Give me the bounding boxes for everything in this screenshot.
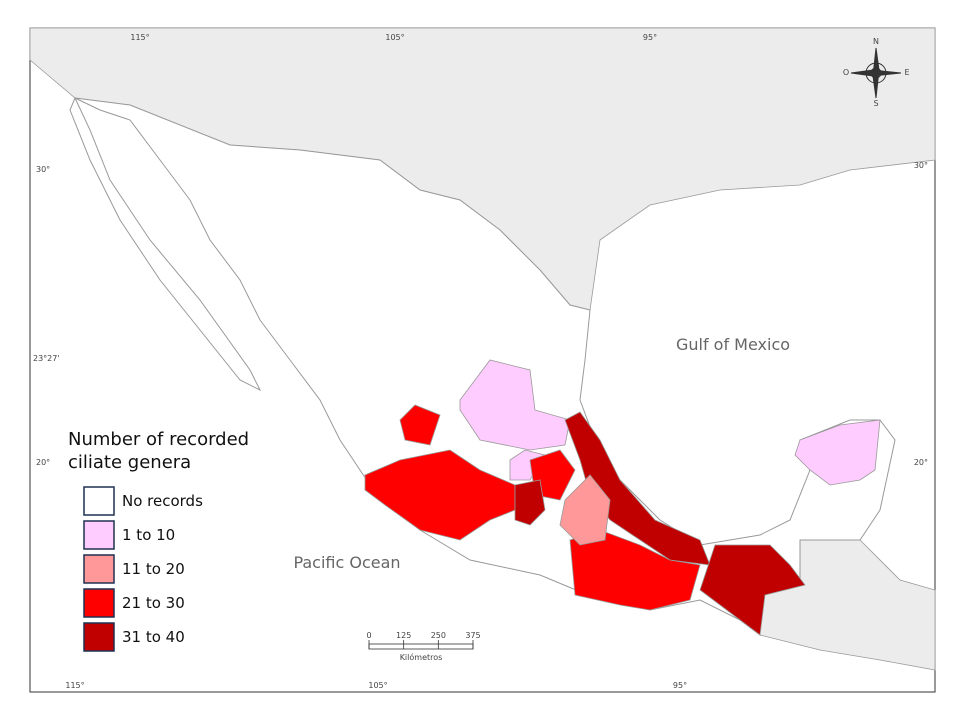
compass-needle [850, 69, 902, 77]
state [699, 544, 806, 636]
state [364, 449, 516, 541]
graticule-label: 20° [36, 458, 50, 467]
legend-swatch [83, 520, 115, 550]
scale-tick-label: 250 [431, 631, 446, 640]
graticule-label: 115° [130, 33, 149, 42]
legend-swatch [83, 554, 115, 584]
graticule-label: 105° [385, 33, 404, 42]
water-label: Pacific Ocean [293, 553, 400, 572]
scale-bar: 0 125 250 375 Kilómetros [366, 631, 480, 662]
state [794, 419, 881, 486]
graticule-label: 115° [65, 681, 84, 690]
scale-tick-label: 125 [396, 631, 411, 640]
graticule-label: 23°27' [33, 354, 60, 363]
state [399, 404, 441, 446]
state [459, 359, 571, 451]
compass-label: S [873, 99, 878, 108]
graticule-label: 30° [914, 161, 928, 170]
legend-swatch [83, 486, 115, 516]
compass-label: N [873, 37, 879, 46]
compass-label: O [843, 68, 849, 77]
states [364, 359, 881, 636]
legend-label: 11 to 20 [122, 560, 185, 578]
graticule-label: 30° [36, 165, 50, 174]
state [559, 474, 611, 546]
graticule-label: 95° [673, 681, 687, 690]
scale-bar-body [368, 643, 474, 650]
state [569, 529, 701, 611]
graticule-label: 105° [368, 681, 387, 690]
scale-tick-label: 375 [465, 631, 480, 640]
scale-tick-label: 0 [366, 631, 371, 640]
legend-swatch [83, 588, 115, 618]
graticule-label: 95° [643, 33, 657, 42]
legend-label: 31 to 40 [122, 628, 185, 646]
legend-label: No records [122, 492, 203, 510]
scale-unit: Kilómetros [400, 652, 443, 662]
baja-peninsula [69, 96, 262, 392]
compass [850, 47, 902, 99]
legend: No records 1 to 10 11 to 20 21 to 30 31 to 4… [83, 486, 203, 652]
legend-label: 21 to 30 [122, 594, 185, 612]
water-label: Gulf of Mexico [676, 335, 790, 354]
graticule-label: 20° [914, 458, 928, 467]
compass-label: E [904, 68, 909, 77]
legend-label: 1 to 10 [122, 526, 175, 544]
legend-title: Number of recorded ciliate genera [68, 429, 250, 473]
legend-swatch [83, 622, 115, 652]
state [514, 479, 546, 526]
